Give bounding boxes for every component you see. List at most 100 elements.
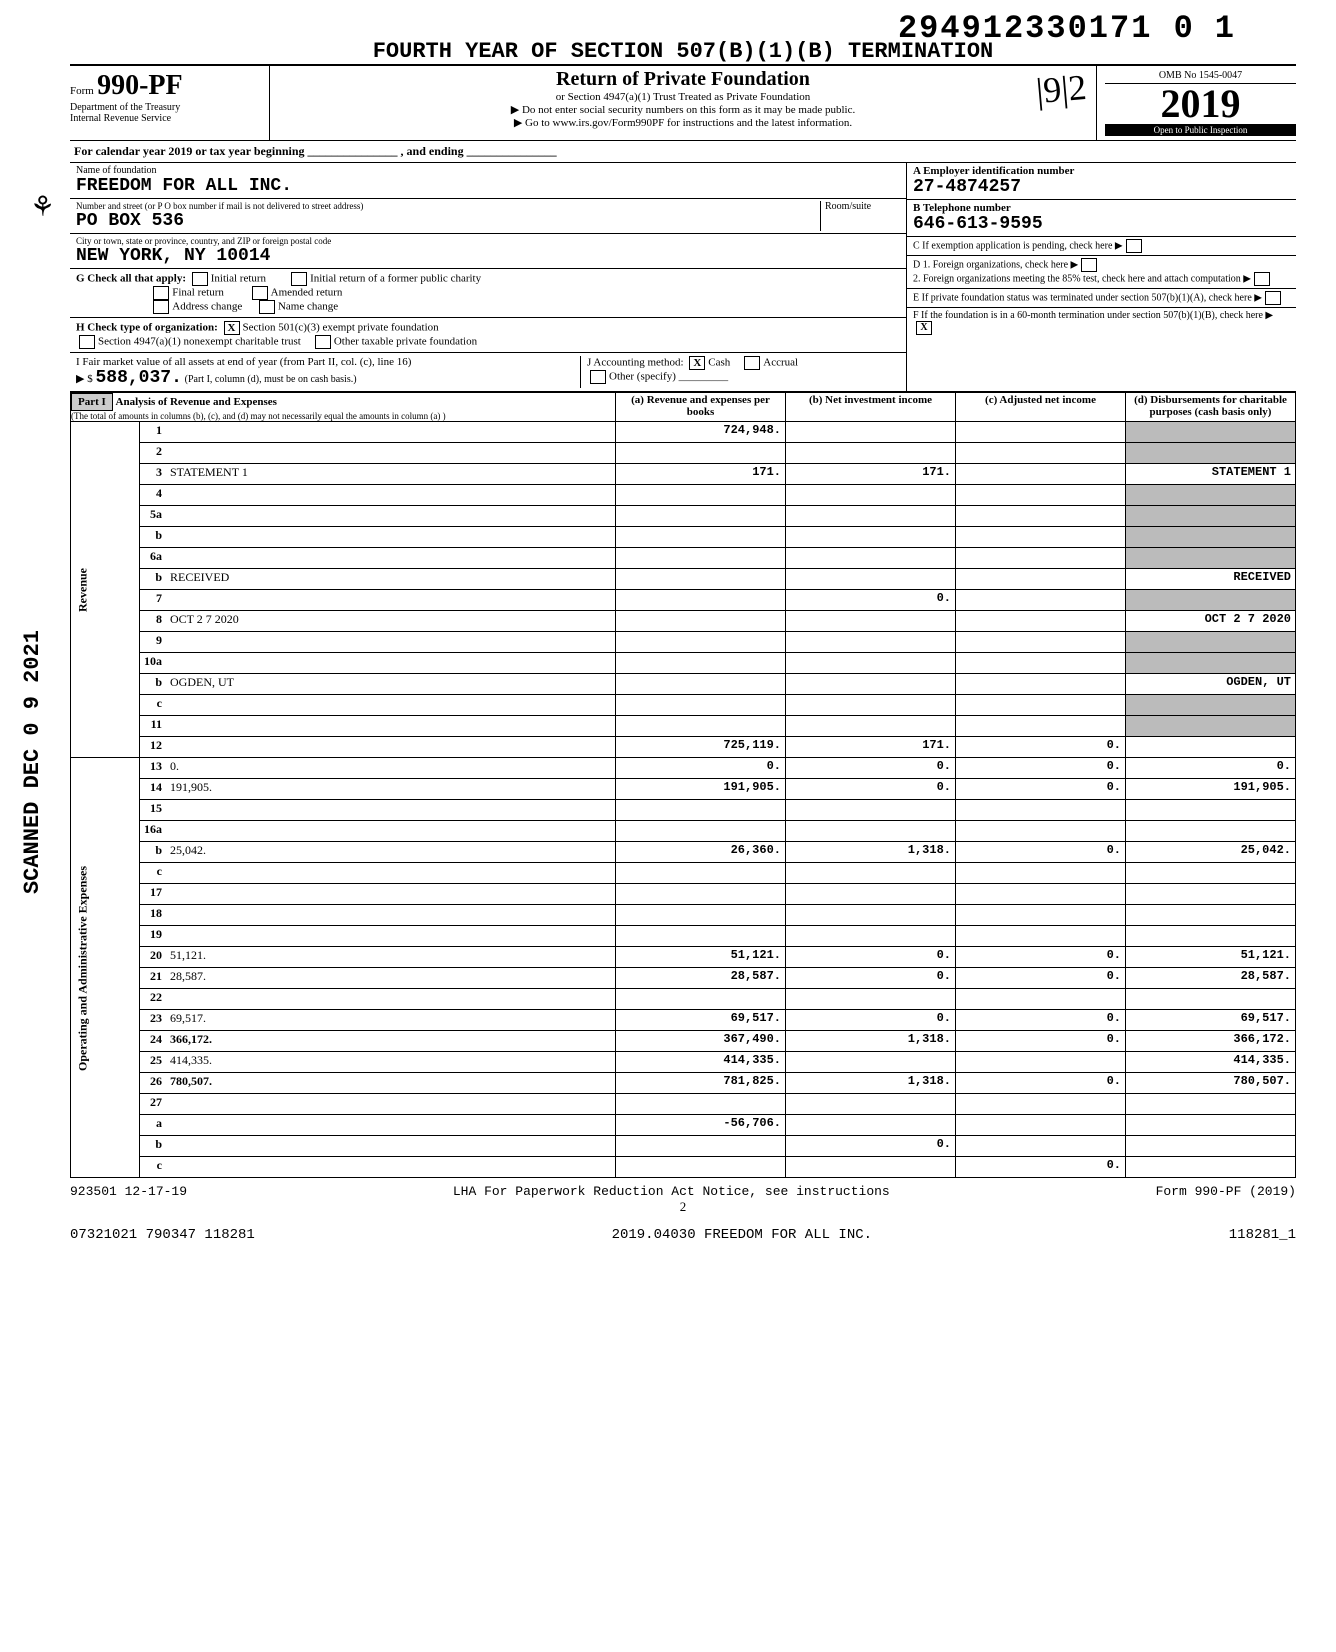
amount-cell [616, 527, 786, 548]
line-description [166, 737, 616, 758]
footer-right: 118281_1 [1229, 1227, 1296, 1243]
amount-cell: 0. [956, 758, 1126, 779]
section-c-label: C If exemption application is pending, c… [913, 240, 1112, 251]
amount-cell [956, 926, 1126, 947]
amount-cell [1126, 863, 1296, 884]
line-number: 16a [140, 821, 167, 842]
amount-cell: 25,042. [1126, 842, 1296, 863]
amount-cell [1126, 737, 1296, 758]
amount-cell: 366,172. [1126, 1031, 1296, 1052]
amount-cell [616, 632, 786, 653]
line-description [166, 527, 616, 548]
line-number: 22 [140, 989, 167, 1010]
line-description [166, 863, 616, 884]
accrual-checkbox[interactable] [744, 356, 760, 370]
line-description [166, 1115, 616, 1136]
amount-cell [786, 527, 956, 548]
phone-label: B Telephone number [913, 202, 1290, 214]
amount-cell: 51,121. [1126, 947, 1296, 968]
line-number: 5a [140, 506, 167, 527]
line-description [166, 926, 616, 947]
amount-cell: 0. [786, 1136, 956, 1157]
table-row: 2 [71, 443, 1296, 464]
amount-cell [786, 884, 956, 905]
table-row: 8OCT 2 7 2020OCT 2 7 2020 [71, 611, 1296, 632]
amount-cell: 0. [956, 779, 1126, 800]
section-d1-label: D 1. Foreign organizations, check here [913, 259, 1068, 270]
amount-cell: 171. [616, 464, 786, 485]
form-warning: ▶ Do not enter social security numbers o… [278, 103, 1088, 116]
table-row: c0. [71, 1157, 1296, 1178]
amount-cell [786, 422, 956, 443]
address: PO BOX 536 [76, 211, 820, 231]
amount-cell [786, 653, 956, 674]
table-row: 2369,517.69,517.0.0.69,517. [71, 1010, 1296, 1031]
table-row: bRECEIVEDRECEIVED [71, 569, 1296, 590]
g-opt-3: Amended return [271, 287, 343, 299]
h-opt-3: Other taxable private foundation [334, 336, 477, 348]
line-description: 191,905. [166, 779, 616, 800]
exemption-pending-checkbox[interactable] [1126, 239, 1142, 253]
h-opt-2: Section 4947(a)(1) nonexempt charitable … [98, 336, 301, 348]
amount-cell: 0. [786, 590, 956, 611]
line-description [166, 800, 616, 821]
amount-cell [1126, 695, 1296, 716]
col-c-header: (c) Adjusted net income [956, 393, 1126, 422]
name-change-checkbox[interactable] [259, 300, 275, 314]
line-description: 25,042. [166, 842, 616, 863]
amended-return-checkbox[interactable] [252, 286, 268, 300]
initial-return-checkbox[interactable] [192, 272, 208, 286]
amount-cell [1126, 1157, 1296, 1178]
amount-cell [1126, 926, 1296, 947]
foreign-org-checkbox[interactable] [1081, 258, 1097, 272]
amount-cell: 171. [786, 464, 956, 485]
amount-cell [786, 989, 956, 1010]
open-inspection: Open to Public Inspection [1105, 124, 1296, 136]
amount-cell [786, 1115, 956, 1136]
part-i-sub: (The total of amounts in columns (b), (c… [71, 411, 615, 421]
initial-former-checkbox[interactable] [291, 272, 307, 286]
4947a1-checkbox[interactable] [79, 335, 95, 349]
line-number: 3 [140, 464, 167, 485]
table-row: 18 [71, 905, 1296, 926]
amount-cell [1126, 653, 1296, 674]
table-row: 27 [71, 1094, 1296, 1115]
line-description: 0. [166, 758, 616, 779]
60month-checkbox[interactable]: X [916, 321, 932, 335]
line-description: 69,517. [166, 1010, 616, 1031]
amount-cell [616, 653, 786, 674]
amount-cell [956, 464, 1126, 485]
line-number: b [140, 674, 167, 695]
amount-cell [1126, 590, 1296, 611]
table-row: Revenue1724,948. [71, 422, 1296, 443]
tax-year: 2019 [1105, 84, 1296, 124]
table-row: 3STATEMENT 1171.171.STATEMENT 1 [71, 464, 1296, 485]
col-a-header: (a) Revenue and expenses per books [616, 393, 786, 422]
address-change-checkbox[interactable] [153, 300, 169, 314]
amount-cell [1126, 485, 1296, 506]
table-row: bOGDEN, UTOGDEN, UT [71, 674, 1296, 695]
line-description [166, 506, 616, 527]
amount-cell [956, 527, 1126, 548]
col-b-header: (b) Net investment income [786, 393, 956, 422]
amount-cell [786, 905, 956, 926]
line-description [166, 1157, 616, 1178]
amount-cell: 0. [956, 842, 1126, 863]
amount-cell [956, 443, 1126, 464]
section-h-label: H Check type of organization: [76, 322, 218, 334]
line-description [166, 989, 616, 1010]
amount-cell [956, 905, 1126, 926]
other-taxable-checkbox[interactable] [315, 335, 331, 349]
amount-cell [616, 506, 786, 527]
amount-cell: 69,517. [1126, 1010, 1296, 1031]
terminated-checkbox[interactable] [1265, 291, 1281, 305]
line-number: 26 [140, 1073, 167, 1094]
cash-checkbox[interactable]: X [689, 356, 705, 370]
501c3-checkbox[interactable]: X [224, 321, 240, 335]
final-return-checkbox[interactable] [153, 286, 169, 300]
section-j-label: J Accounting method: [587, 357, 684, 369]
other-method-checkbox[interactable] [590, 370, 606, 384]
amount-cell: 725,119. [616, 737, 786, 758]
foreign-85-checkbox[interactable] [1254, 272, 1270, 286]
amount-cell: 191,905. [616, 779, 786, 800]
